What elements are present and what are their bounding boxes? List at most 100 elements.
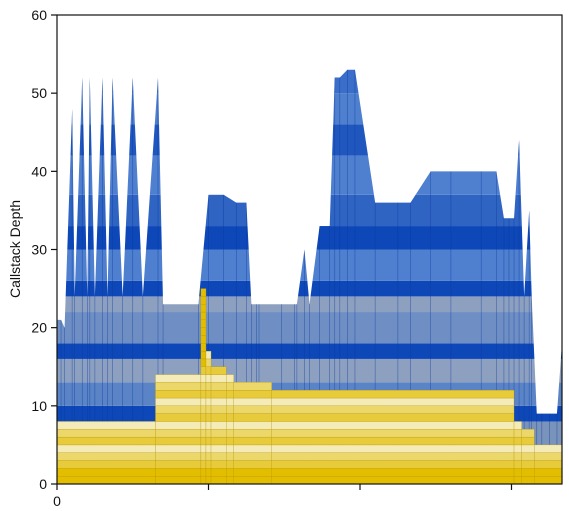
yellow-stack-frame bbox=[56, 421, 156, 430]
yellow-stack-frame bbox=[155, 460, 202, 469]
yellow-stack-frame bbox=[233, 436, 272, 446]
yellow-stack-frame bbox=[56, 429, 156, 438]
yellow-stack-step bbox=[271, 390, 515, 485]
yellow-stack-frame bbox=[271, 460, 515, 469]
yellow-stack-frame bbox=[226, 397, 234, 406]
yellow-stack-frame bbox=[271, 468, 515, 477]
yellow-stack-frame bbox=[200, 358, 207, 367]
yellow-stack-frame bbox=[200, 452, 207, 461]
yellow-stack-frame bbox=[200, 405, 207, 414]
yellow-stack-frame bbox=[155, 397, 202, 406]
yellow-stack-frame bbox=[271, 476, 515, 485]
yellow-stack-frame bbox=[210, 476, 227, 485]
yellow-stack-frame bbox=[271, 413, 515, 422]
yellow-stack-frame bbox=[271, 397, 515, 406]
yellow-stack-frame bbox=[210, 429, 227, 438]
yellow-stack-frame bbox=[210, 444, 227, 453]
y-tick-label: 60 bbox=[31, 7, 47, 23]
yellow-stack-frame bbox=[226, 460, 234, 469]
yellow-stack-frame bbox=[205, 374, 212, 383]
yellow-stack-frame bbox=[155, 382, 202, 391]
y-tick-label: 30 bbox=[31, 242, 47, 258]
yellow-stack-frame bbox=[205, 436, 212, 446]
yellow-stack-frame bbox=[521, 452, 535, 461]
yellow-stack-frame bbox=[200, 327, 207, 336]
yellow-stack-frame bbox=[205, 468, 212, 477]
yellow-stack-frame bbox=[271, 436, 515, 446]
yellow-stack-frame bbox=[513, 476, 522, 485]
yellow-stack-frame bbox=[271, 390, 515, 399]
yellow-stack-frame bbox=[226, 413, 234, 422]
yellow-stack-frame bbox=[233, 476, 272, 485]
yellow-stack-frame bbox=[271, 405, 515, 414]
yellow-stack-frame bbox=[155, 429, 202, 438]
yellow-stack-frame bbox=[513, 421, 522, 430]
yellow-stack-step bbox=[56, 421, 156, 485]
plot-area bbox=[56, 0, 563, 485]
yellow-stack-frame bbox=[534, 444, 563, 453]
yellow-stack-frame bbox=[534, 452, 563, 461]
yellow-stack-frame bbox=[513, 468, 522, 477]
y-tick-label: 0 bbox=[39, 476, 47, 492]
yellow-stack-frame bbox=[210, 366, 227, 375]
yellow-stack-frame bbox=[210, 436, 227, 446]
yellow-stack-frame bbox=[210, 374, 227, 383]
yellow-stack-frame bbox=[226, 476, 234, 485]
y-tick-label: 20 bbox=[31, 320, 47, 336]
yellow-stack-frame bbox=[56, 468, 156, 477]
yellow-stack-frame bbox=[226, 452, 234, 461]
yellow-stack-frame bbox=[233, 397, 272, 406]
yellow-stack-step bbox=[205, 350, 212, 485]
yellow-stack-frame bbox=[200, 366, 207, 375]
yellow-stack-frame bbox=[200, 460, 207, 469]
yellow-stack-frame bbox=[155, 421, 202, 430]
yellow-stack-frame bbox=[205, 405, 212, 414]
yellow-stack-frame bbox=[521, 436, 535, 446]
yellow-stack-frame bbox=[155, 405, 202, 414]
yellow-stack-frame bbox=[226, 436, 234, 446]
blue-depth-band bbox=[57, 0, 562, 62]
yellow-stack-frame bbox=[205, 366, 212, 375]
yellow-stack-frame bbox=[521, 444, 535, 453]
yellow-stack-frame bbox=[271, 452, 515, 461]
yellow-stack-frame bbox=[205, 421, 212, 430]
y-tick-label: 50 bbox=[31, 85, 47, 101]
yellow-stack-frame bbox=[200, 296, 207, 305]
yellow-stack-frame bbox=[200, 429, 207, 438]
yellow-stack-frame bbox=[210, 382, 227, 391]
yellow-stack-frame bbox=[200, 476, 207, 485]
yellow-stack-frame bbox=[513, 444, 522, 453]
yellow-stack-frame bbox=[271, 421, 515, 430]
yellow-stack-frame bbox=[200, 421, 207, 430]
yellow-stack-frame bbox=[200, 343, 207, 352]
yellow-stack-frame bbox=[233, 460, 272, 469]
yellow-stack-frame bbox=[155, 390, 202, 399]
yellow-stack-frame bbox=[205, 390, 212, 399]
yellow-stack-frame bbox=[271, 429, 515, 438]
x-tick-label: 0 bbox=[53, 493, 61, 509]
y-tick-label: 40 bbox=[31, 163, 47, 179]
yellow-stack-frame bbox=[226, 468, 234, 477]
yellow-stack-frame bbox=[155, 444, 202, 453]
y-axis: 0 10 20 30 40 50 60 bbox=[31, 7, 57, 492]
yellow-stack-frame bbox=[205, 382, 212, 391]
yellow-stack-frame bbox=[205, 358, 212, 367]
yellow-stack-frame bbox=[226, 390, 234, 399]
yellow-stack-frame bbox=[233, 468, 272, 477]
yellow-stack-frame bbox=[200, 382, 207, 391]
yellow-stack-step bbox=[226, 374, 234, 485]
yellow-stack-frame bbox=[155, 374, 202, 383]
yellow-stack-frame bbox=[226, 382, 234, 391]
yellow-stack-frame bbox=[513, 460, 522, 469]
yellow-stack-frame bbox=[534, 460, 563, 469]
yellow-stack-frame bbox=[233, 421, 272, 430]
yellow-stack-step bbox=[200, 288, 207, 485]
yellow-stack-frame bbox=[521, 460, 535, 469]
yellow-stack-frame bbox=[205, 444, 212, 453]
yellow-stack-frame bbox=[226, 421, 234, 430]
yellow-stack-frame bbox=[226, 429, 234, 438]
yellow-stack-frame bbox=[200, 335, 207, 344]
y-tick-label: 10 bbox=[31, 398, 47, 414]
yellow-stack-frame bbox=[205, 413, 212, 422]
